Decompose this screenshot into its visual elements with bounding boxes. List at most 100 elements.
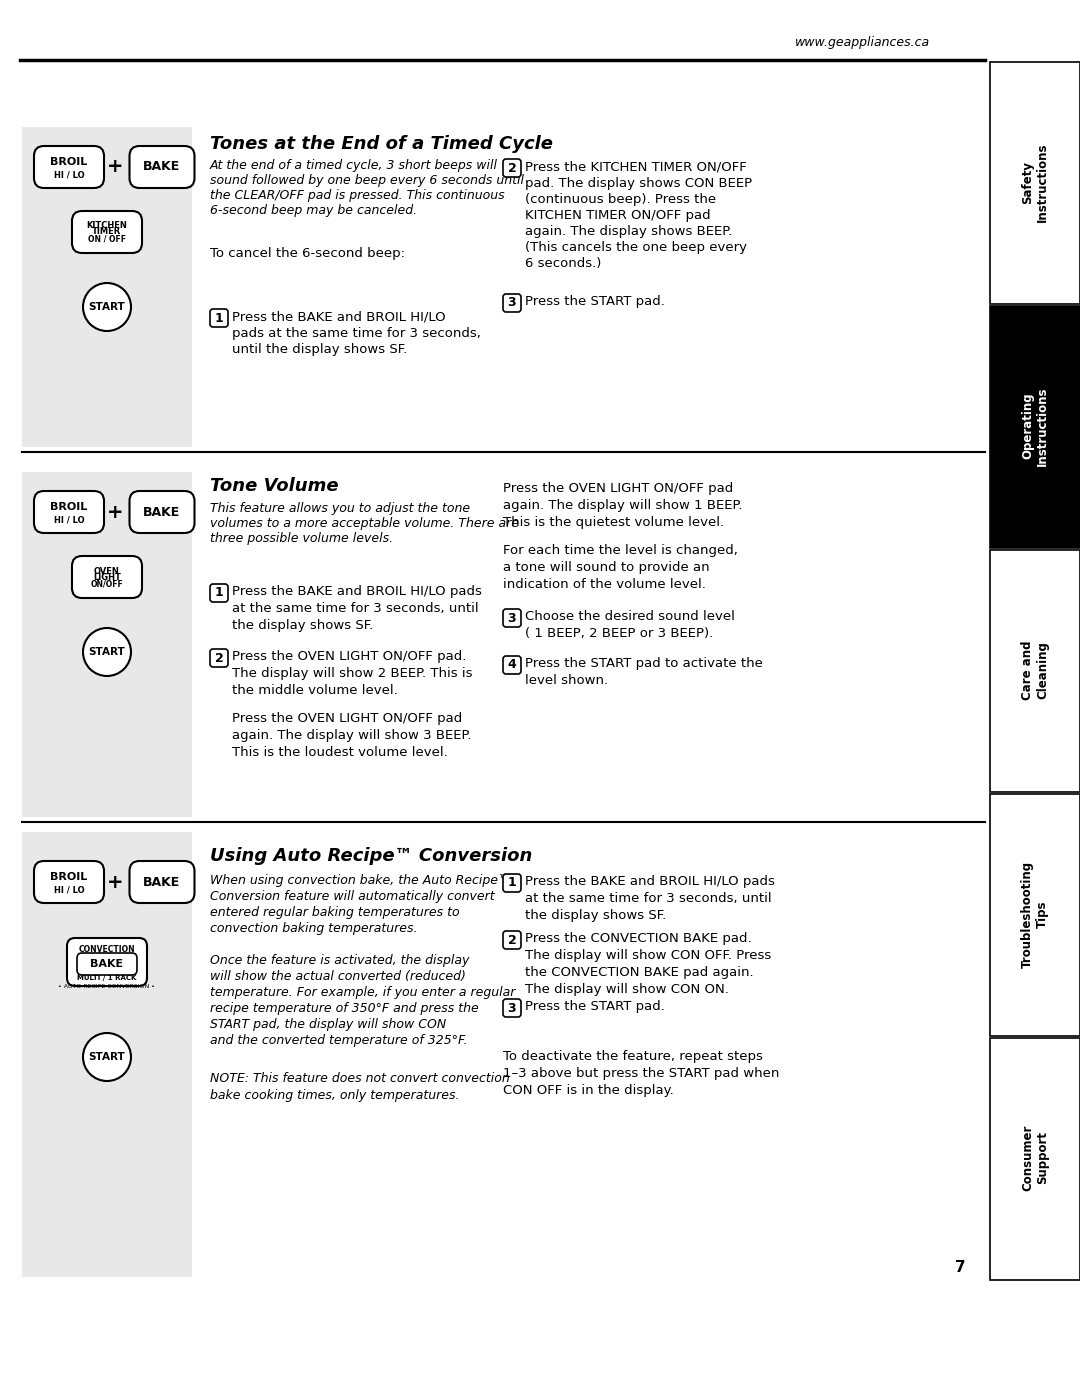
Text: pad. The display shows CON BEEP: pad. The display shows CON BEEP	[525, 177, 752, 190]
Text: 3: 3	[508, 612, 516, 624]
Text: convection baking temperatures.: convection baking temperatures.	[210, 922, 418, 935]
Text: until the display shows SF.: until the display shows SF.	[232, 344, 407, 356]
FancyBboxPatch shape	[77, 953, 137, 975]
Text: At the end of a timed cycle, 3 short beeps will
sound followed by one beep every: At the end of a timed cycle, 3 short bee…	[210, 159, 524, 217]
Text: at the same time for 3 seconds, until: at the same time for 3 seconds, until	[525, 893, 771, 905]
Text: 1: 1	[215, 312, 224, 324]
Text: This is the quietest volume level.: This is the quietest volume level.	[503, 515, 724, 529]
FancyBboxPatch shape	[130, 861, 194, 902]
FancyBboxPatch shape	[72, 211, 141, 253]
Bar	[990, 1038, 1080, 1280]
Text: TIMER: TIMER	[93, 228, 122, 236]
Text: START: START	[89, 302, 125, 312]
Bar	[990, 306, 1080, 548]
Text: pads at the same time for 3 seconds,: pads at the same time for 3 seconds,	[232, 327, 481, 339]
Text: Press the OVEN LIGHT ON/OFF pad: Press the OVEN LIGHT ON/OFF pad	[503, 482, 733, 495]
Text: 3: 3	[508, 296, 516, 310]
Text: KITCHEN: KITCHEN	[86, 222, 127, 231]
Circle shape	[83, 629, 131, 676]
Text: 1: 1	[508, 876, 516, 890]
Text: Tones at the End of a Timed Cycle: Tones at the End of a Timed Cycle	[210, 136, 553, 154]
Text: (This cancels the one beep every: (This cancels the one beep every	[525, 242, 747, 254]
FancyBboxPatch shape	[130, 490, 194, 534]
Text: ON / OFF: ON / OFF	[87, 235, 126, 243]
Text: the middle volume level.: the middle volume level.	[232, 685, 397, 697]
Text: Press the BAKE and BROIL HI/LO: Press the BAKE and BROIL HI/LO	[232, 310, 446, 323]
Text: Care and
Cleaning: Care and Cleaning	[1021, 640, 1049, 700]
Text: LIGHT: LIGHT	[93, 573, 121, 581]
Text: recipe temperature of 350°F and press the: recipe temperature of 350°F and press th…	[210, 1002, 478, 1016]
Text: +: +	[107, 873, 123, 891]
FancyBboxPatch shape	[210, 650, 228, 666]
Text: Operating
Instructions: Operating Instructions	[1021, 386, 1049, 465]
Text: Press the START pad.: Press the START pad.	[525, 295, 665, 307]
FancyBboxPatch shape	[503, 930, 521, 949]
Text: Using Auto Recipe™ Conversion: Using Auto Recipe™ Conversion	[210, 847, 532, 865]
FancyBboxPatch shape	[33, 861, 104, 902]
Text: Conversion feature will automatically convert: Conversion feature will automatically co…	[210, 890, 495, 902]
Text: For each time the level is changed,: For each time the level is changed,	[503, 543, 738, 557]
Text: bake cooking times, only temperatures.: bake cooking times, only temperatures.	[210, 1090, 459, 1102]
Text: www.geappliances.ca: www.geappliances.ca	[795, 36, 930, 49]
Text: BAKE: BAKE	[91, 958, 123, 970]
FancyBboxPatch shape	[130, 147, 194, 189]
Text: HI / LO: HI / LO	[54, 515, 84, 524]
Text: To deactivate the feature, repeat steps: To deactivate the feature, repeat steps	[503, 1051, 762, 1063]
Text: This is the loudest volume level.: This is the loudest volume level.	[232, 746, 448, 759]
Text: When using convection bake, the Auto Recipe™: When using convection bake, the Auto Rec…	[210, 875, 511, 887]
Bar	[22, 833, 192, 1277]
Text: BAKE: BAKE	[144, 506, 180, 518]
Text: Choose the desired sound level: Choose the desired sound level	[525, 610, 734, 623]
Text: ON/OFF: ON/OFF	[91, 580, 123, 588]
Text: and the converted temperature of 325°F.: and the converted temperature of 325°F.	[210, 1034, 468, 1046]
Text: • AUTO RECIPE CONVERSION •: • AUTO RECIPE CONVERSION •	[58, 983, 156, 989]
Text: To cancel the 6-second beep:: To cancel the 6-second beep:	[210, 247, 405, 260]
Text: BROIL: BROIL	[51, 872, 87, 882]
Text: HI / LO: HI / LO	[54, 170, 84, 179]
FancyBboxPatch shape	[503, 875, 521, 893]
Text: This feature allows you to adjust the tone
volumes to a more acceptable volume. : This feature allows you to adjust the to…	[210, 502, 519, 545]
Text: again. The display will show 1 BEEP.: again. The display will show 1 BEEP.	[503, 499, 743, 511]
Bar	[22, 127, 192, 447]
Text: the CONVECTION BAKE pad again.: the CONVECTION BAKE pad again.	[525, 965, 754, 979]
FancyBboxPatch shape	[33, 147, 104, 189]
Text: entered regular baking temperatures to: entered regular baking temperatures to	[210, 907, 460, 919]
Text: BROIL: BROIL	[51, 502, 87, 511]
Text: the display shows SF.: the display shows SF.	[232, 619, 374, 631]
Text: Tone Volume: Tone Volume	[210, 476, 339, 495]
Text: CON OFF is in the display.: CON OFF is in the display.	[503, 1084, 674, 1097]
Text: will show the actual converted (reduced): will show the actual converted (reduced)	[210, 970, 465, 983]
Text: 6 seconds.): 6 seconds.)	[525, 257, 602, 270]
Text: NOTE: This feature does not convert convection: NOTE: This feature does not convert conv…	[210, 1071, 510, 1085]
FancyBboxPatch shape	[210, 309, 228, 327]
Text: BAKE: BAKE	[144, 161, 180, 173]
Text: the display shows SF.: the display shows SF.	[525, 909, 666, 922]
Text: Press the KITCHEN TIMER ON/OFF: Press the KITCHEN TIMER ON/OFF	[525, 161, 746, 173]
Text: level shown.: level shown.	[525, 673, 608, 687]
Text: The display will show CON ON.: The display will show CON ON.	[525, 983, 729, 996]
Circle shape	[83, 284, 131, 331]
Text: CONVECTION: CONVECTION	[79, 946, 135, 954]
Text: Troubleshooting
Tips: Troubleshooting Tips	[1021, 861, 1049, 968]
Text: 4: 4	[508, 658, 516, 672]
FancyBboxPatch shape	[210, 584, 228, 602]
Bar	[990, 550, 1080, 792]
Text: 2: 2	[508, 933, 516, 947]
FancyBboxPatch shape	[503, 999, 521, 1017]
Text: Press the OVEN LIGHT ON/OFF pad: Press the OVEN LIGHT ON/OFF pad	[232, 712, 462, 725]
Text: BROIL: BROIL	[51, 156, 87, 168]
Text: START: START	[89, 1052, 125, 1062]
Text: HI / LO: HI / LO	[54, 886, 84, 894]
FancyBboxPatch shape	[503, 293, 521, 312]
Text: (continuous beep). Press the: (continuous beep). Press the	[525, 193, 716, 205]
Text: 1–3 above but press the START pad when: 1–3 above but press the START pad when	[503, 1067, 780, 1080]
Text: Safety
Instructions: Safety Instructions	[1021, 142, 1049, 222]
Text: Press the START pad.: Press the START pad.	[525, 1000, 665, 1013]
Text: KITCHEN TIMER ON/OFF pad: KITCHEN TIMER ON/OFF pad	[525, 210, 711, 222]
Text: START: START	[89, 647, 125, 657]
FancyBboxPatch shape	[33, 490, 104, 534]
Text: 2: 2	[508, 162, 516, 175]
Circle shape	[83, 1032, 131, 1081]
FancyBboxPatch shape	[503, 159, 521, 177]
Text: 1: 1	[215, 587, 224, 599]
